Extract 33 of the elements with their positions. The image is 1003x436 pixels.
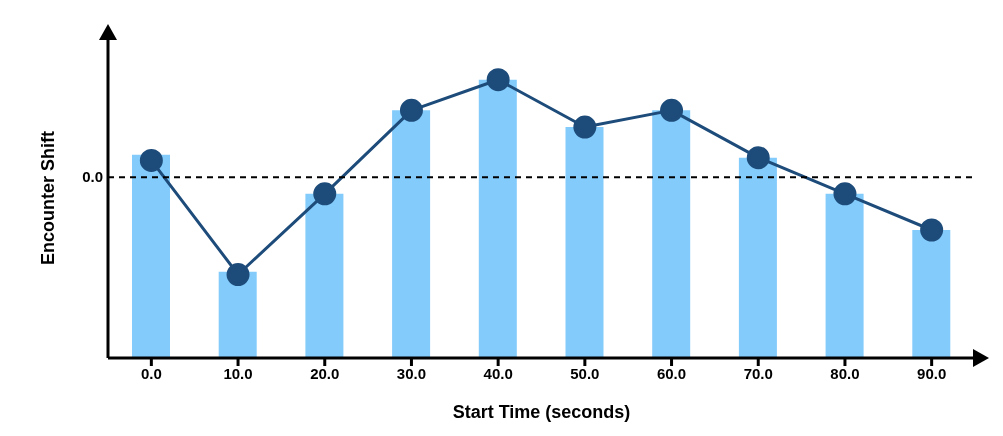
bar [738,157,777,358]
x-tick-label: 30.0 [396,364,427,382]
bar [825,193,864,358]
text: 0.0 [82,168,103,186]
x-tick-label: 0.0 [140,364,162,382]
x-tick-label: 70.0 [743,364,773,382]
bar [218,271,257,358]
bar [912,230,951,358]
bar [565,127,604,358]
bar [132,154,170,358]
point [313,182,337,206]
point [573,115,597,139]
bar [652,110,691,358]
bar [305,193,344,358]
x-tick-label: 50.0 [570,364,600,382]
x-tick-label: 40.0 [483,364,513,382]
x-tick-label: 90.0 [917,364,947,382]
point [139,148,163,172]
point [399,98,423,122]
point [660,98,684,122]
x-tick-label: 60.0 [656,364,687,382]
point [746,146,770,170]
x-tick-label: 80.0 [830,364,860,382]
bar [392,110,431,358]
point [486,68,510,92]
point [833,182,857,206]
y-axis-title: Encounter Shift [38,131,59,265]
x-tick-label: 20.0 [310,364,340,382]
x-tick-label: 10.0 [223,364,253,382]
point [920,218,944,242]
x-axis-title: Start Time (seconds) [452,402,631,422]
bar [478,79,517,358]
point [226,263,250,287]
